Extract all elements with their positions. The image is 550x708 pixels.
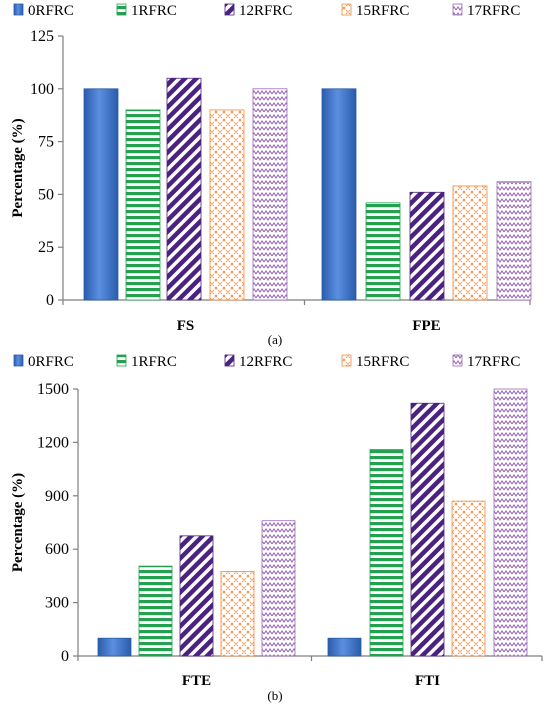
legend-swatch-15rfrc: [341, 3, 352, 16]
bar-fti-1rfrc: [369, 449, 404, 657]
y-tick-label: 25: [38, 239, 54, 256]
panel-label: (a): [268, 332, 282, 347]
y-axis-label: Percentage (%): [10, 473, 26, 572]
legend-label-1rfrc: 1RFRC: [131, 3, 177, 19]
bar-fpe-15rfrc: [452, 185, 488, 301]
y-tick-label: 300: [45, 595, 69, 612]
legend-swatch-1rfrc: [116, 354, 127, 367]
legend-label-1rfrc: 1RFRC: [131, 354, 177, 370]
bar-fs-0rfrc: [83, 88, 119, 301]
legend-label-12rfrc: 12RFRC: [239, 354, 292, 370]
legend-swatch-12rfrc: [224, 3, 235, 16]
legend-swatch-0rfrc: [13, 354, 24, 367]
y-tick-label: 900: [45, 488, 69, 505]
legend-swatch-0rfrc: [13, 3, 24, 16]
bar-fte-1rfrc: [138, 565, 173, 657]
bar-fti-12rfrc: [410, 402, 445, 657]
legend-label-15rfrc: 15RFRC: [356, 354, 409, 370]
y-tick-label: 0: [46, 292, 54, 309]
y-tick-label: 1200: [37, 434, 69, 451]
y-tick-label: 125: [30, 28, 54, 45]
bar-fpe-12rfrc: [409, 191, 445, 301]
legend-swatch-17rfrc: [452, 354, 463, 367]
y-axis-label: Percentage (%): [10, 118, 26, 217]
bar-fs-1rfrc: [125, 109, 161, 301]
chart-a: 0RFRC 1RFRC 12RFRC 15RFRC 17RFRC 0 25 50 75 100 12…: [10, 3, 532, 347]
bar-fte-12rfrc: [179, 535, 214, 657]
y-tick-label: 0: [61, 648, 69, 665]
bar-fpe-0rfrc: [321, 88, 357, 301]
y-tick-label: 1500: [37, 381, 69, 398]
legend-label-17rfrc: 17RFRC: [467, 3, 520, 19]
legend-label-0rfrc: 0RFRC: [28, 3, 74, 19]
legend-swatch-12rfrc: [224, 354, 235, 367]
bar-fte-17rfrc: [261, 520, 296, 657]
legend-swatch-1rfrc: [116, 3, 127, 16]
x-category-label: FTI: [415, 673, 440, 689]
y-tick-label: 50: [38, 186, 54, 203]
chart-b: 0RFRC 1RFRC 12RFRC 15RFRC 17RFRC 0 300 600 900 12…: [10, 354, 543, 703]
y-tick-label: 600: [45, 541, 69, 558]
x-category-label: FS: [177, 318, 195, 334]
bar-fti-15rfrc: [451, 500, 486, 657]
bar-fs-17rfrc: [252, 88, 288, 301]
bar-fti-17rfrc: [493, 388, 528, 657]
bar-fti-0rfrc: [327, 637, 362, 657]
bar-fpe-1rfrc: [365, 202, 401, 301]
bar-fte-0rfrc: [97, 637, 132, 657]
legend-label-0rfrc: 0RFRC: [28, 354, 74, 370]
bar-fpe-17rfrc: [496, 181, 532, 301]
x-category-label: FTE: [182, 673, 211, 689]
legend-swatch-15rfrc: [341, 354, 352, 367]
bar-fs-15rfrc: [209, 109, 245, 301]
panel-label: (b): [267, 688, 282, 703]
legend-swatch-17rfrc: [452, 3, 463, 16]
y-tick-label: 75: [38, 134, 54, 151]
legend-label-12rfrc: 12RFRC: [239, 3, 292, 19]
bar-fs-12rfrc: [166, 77, 202, 301]
x-category-label: FPE: [412, 318, 440, 334]
y-tick-label: 100: [30, 81, 54, 98]
bar-fte-15rfrc: [220, 571, 255, 657]
legend-label-17rfrc: 17RFRC: [467, 354, 520, 370]
legend-label-15rfrc: 15RFRC: [356, 3, 409, 19]
